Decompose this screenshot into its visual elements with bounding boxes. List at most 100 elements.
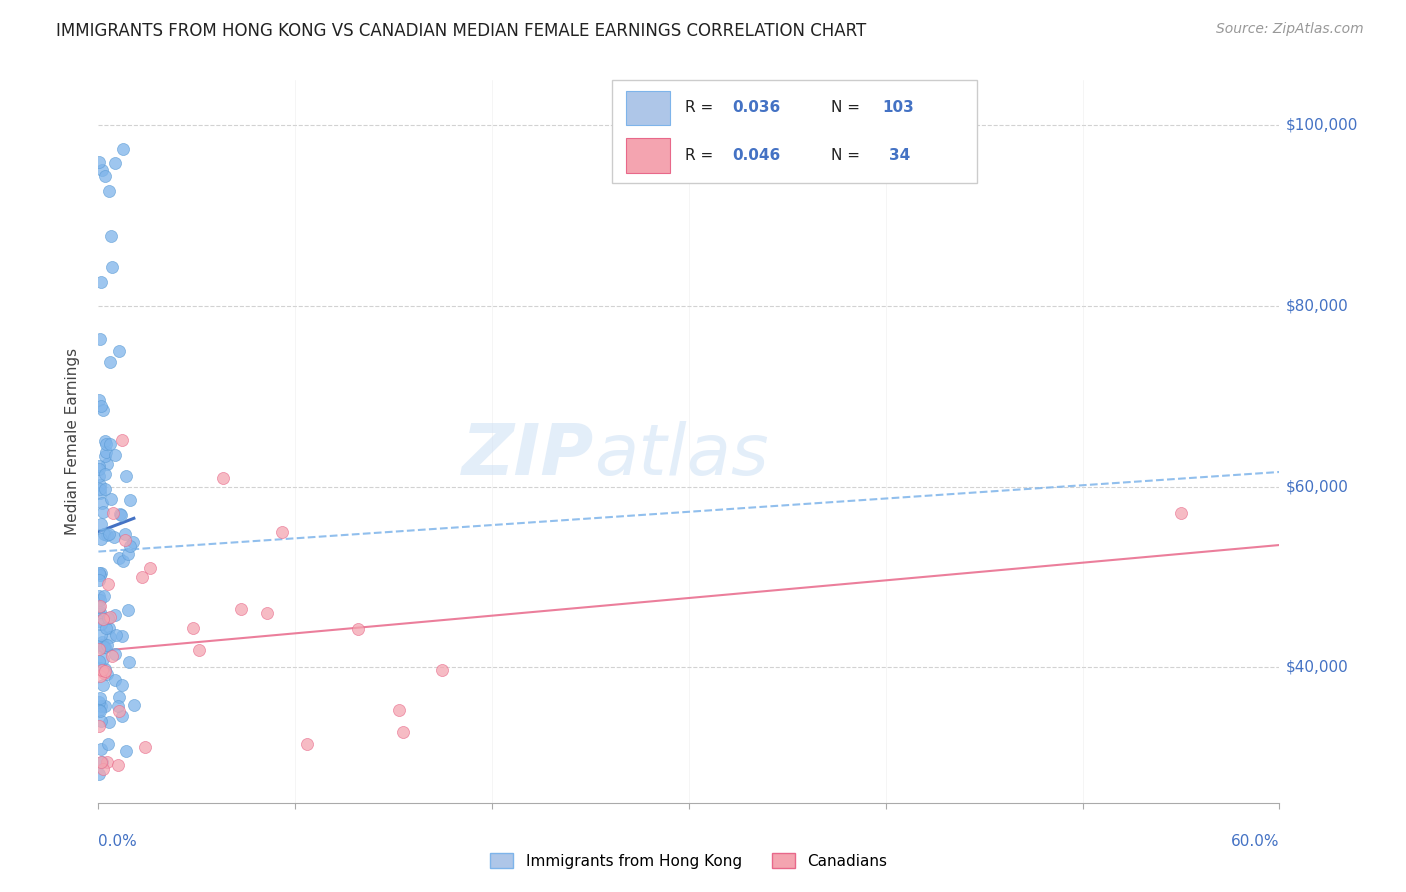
Point [111, 629, 134, 643]
Point [87, 566, 110, 581]
Point [87, 393, 110, 408]
Point [89, 767, 111, 781]
Point [89, 640, 111, 654]
Point [93, 169, 115, 183]
Point [134, 740, 156, 755]
Point [87, 695, 110, 709]
Point [87, 607, 110, 621]
Point [89, 458, 111, 473]
FancyBboxPatch shape [612, 80, 977, 183]
Point [89, 654, 111, 668]
Text: 103: 103 [882, 101, 914, 115]
Point [114, 744, 136, 758]
Text: N =: N = [831, 148, 865, 162]
Point [96, 458, 118, 472]
Point [90, 635, 112, 649]
Point [111, 709, 134, 723]
Point [96, 444, 118, 458]
Text: IMMIGRANTS FROM HONG KONG VS CANADIAN MEDIAN FEMALE EARNINGS CORRELATION CHART: IMMIGRANTS FROM HONG KONG VS CANADIAN ME… [56, 22, 866, 40]
Point [90, 638, 112, 652]
Point [108, 507, 131, 521]
Point [392, 724, 415, 739]
Point [108, 550, 131, 565]
Text: 0.036: 0.036 [733, 101, 780, 115]
Legend: Immigrants from Hong Kong, Canadians: Immigrants from Hong Kong, Canadians [484, 847, 894, 875]
Point [104, 628, 127, 642]
Point [104, 647, 127, 661]
Point [96, 622, 118, 636]
Point [91, 678, 114, 692]
Point [94, 434, 117, 448]
Text: N =: N = [831, 101, 865, 115]
Point [107, 699, 129, 714]
Point [90, 399, 112, 413]
Point [96, 528, 118, 542]
Point [122, 698, 145, 713]
Point [90, 699, 112, 714]
Point [89, 661, 111, 675]
Point [97, 527, 120, 541]
Text: R =: R = [685, 148, 718, 162]
Point [110, 508, 132, 522]
Point [112, 142, 135, 156]
Point [118, 539, 141, 553]
Point [98, 355, 121, 369]
Point [93, 640, 115, 654]
Point [139, 560, 162, 574]
Point [93, 662, 115, 676]
Point [117, 603, 139, 617]
Point [94, 699, 117, 714]
Point [94, 437, 117, 451]
Point [430, 663, 453, 677]
Bar [626, 91, 671, 126]
Point [89, 483, 111, 497]
Point [89, 599, 111, 613]
Text: ZIP: ZIP [463, 422, 595, 491]
Point [91, 612, 114, 626]
Point [90, 756, 112, 770]
Point [104, 608, 127, 623]
Point [94, 467, 117, 482]
Point [114, 469, 136, 483]
Point [101, 649, 124, 664]
Point [229, 602, 252, 616]
Point [90, 742, 112, 756]
Point [93, 640, 115, 654]
Point [387, 703, 409, 717]
Point [90, 566, 112, 580]
Point [114, 527, 136, 541]
Point [91, 663, 114, 677]
Point [98, 630, 121, 644]
Point [90, 714, 112, 728]
Point [90, 617, 112, 632]
Point [91, 762, 114, 776]
Point [111, 678, 134, 692]
Point [87, 462, 110, 476]
Point [96, 755, 118, 769]
Point [89, 589, 111, 603]
Point [94, 482, 117, 496]
Text: R =: R = [685, 101, 718, 115]
Point [87, 469, 110, 483]
Point [98, 621, 121, 635]
Point [108, 690, 131, 704]
Point [89, 719, 111, 733]
Point [98, 609, 121, 624]
Point [91, 652, 114, 666]
Point [100, 229, 122, 244]
Point [347, 622, 370, 636]
Point [87, 573, 110, 587]
Point [103, 530, 125, 544]
Point [89, 641, 111, 656]
Point [89, 669, 111, 683]
Point [93, 505, 115, 519]
Point [89, 599, 111, 614]
Point [256, 606, 278, 620]
Point [108, 704, 131, 718]
Point [212, 471, 235, 485]
Point [104, 673, 127, 687]
Point [100, 492, 122, 507]
Point [89, 593, 111, 607]
Text: $100,000: $100,000 [1285, 118, 1358, 133]
Point [89, 568, 111, 582]
